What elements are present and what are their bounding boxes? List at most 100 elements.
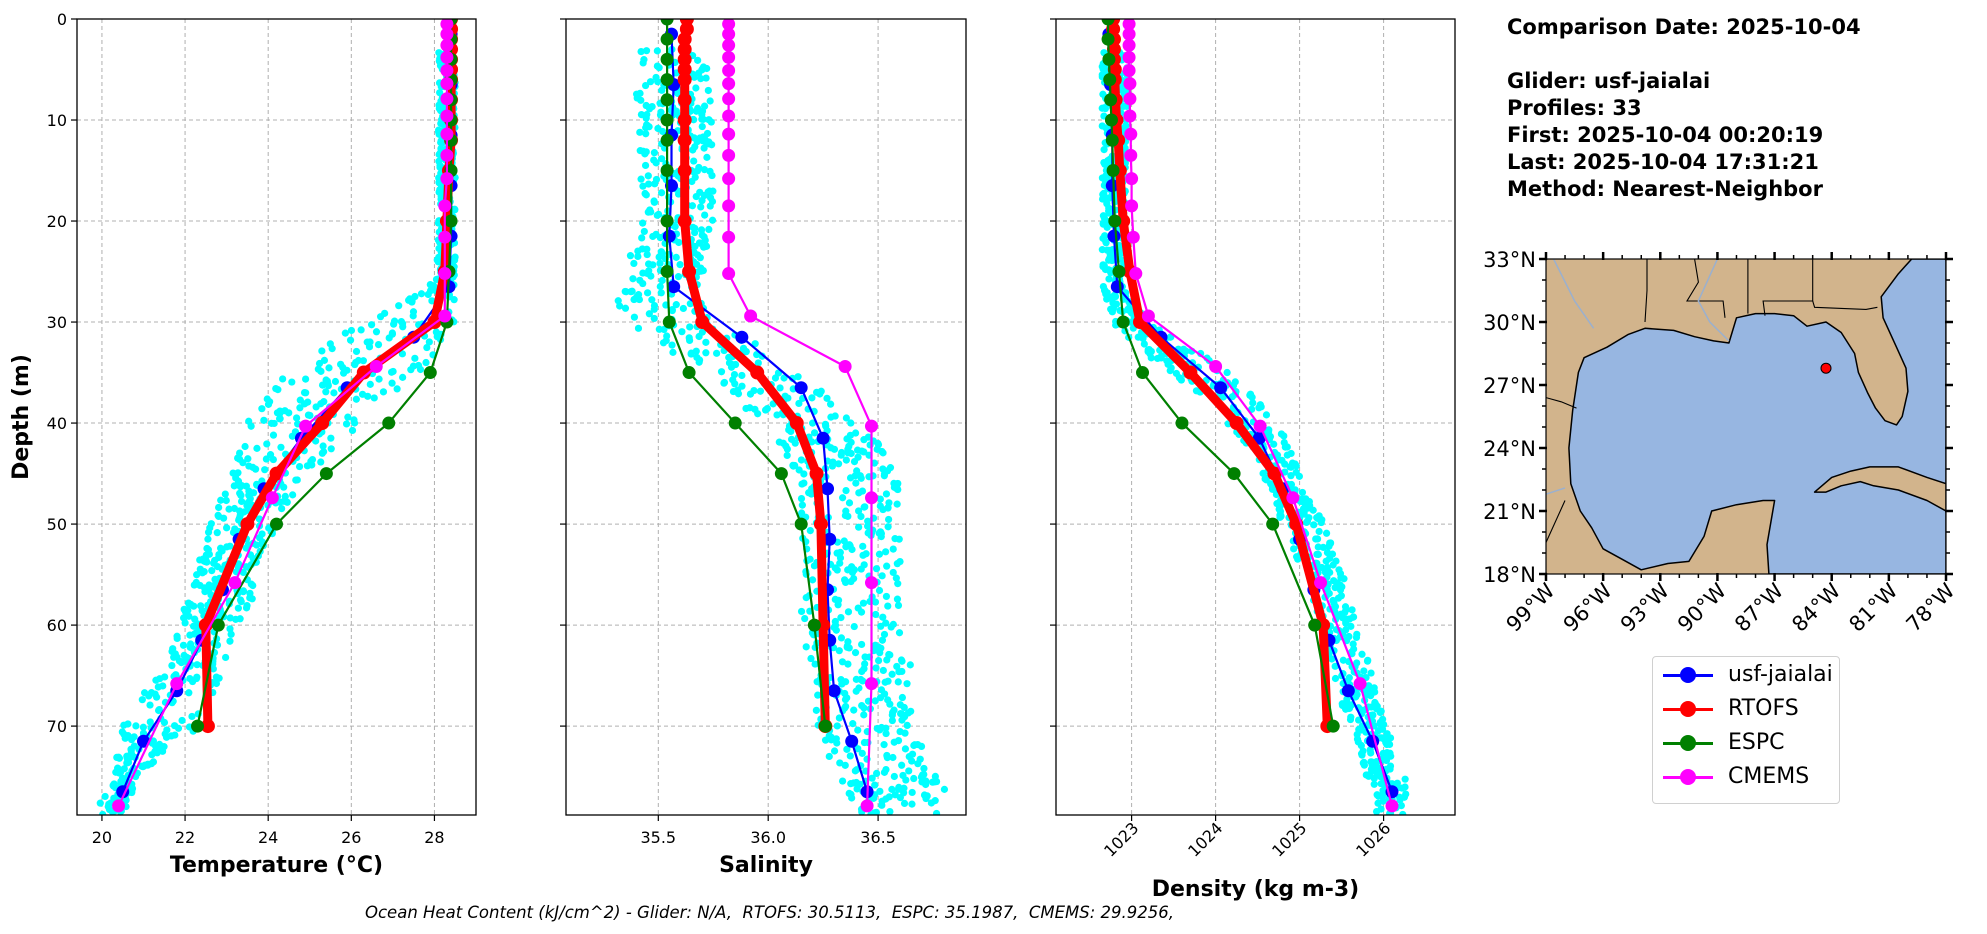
scatter-point bbox=[1246, 390, 1255, 398]
scatter-point bbox=[331, 377, 340, 386]
scatter-point bbox=[908, 788, 916, 797]
scatter-point bbox=[202, 556, 210, 564]
scatter-point bbox=[847, 449, 855, 458]
map-lat-label: 27°N bbox=[1483, 374, 1536, 398]
scatter-point bbox=[811, 660, 819, 668]
y-tick-label: 10 bbox=[47, 111, 67, 130]
scatter-point bbox=[692, 84, 700, 92]
scatter-point bbox=[889, 568, 897, 577]
data-point bbox=[864, 677, 878, 691]
scatter-point bbox=[1147, 347, 1155, 356]
scatter-point bbox=[791, 439, 799, 447]
scatter-point bbox=[881, 678, 889, 686]
scatter-point bbox=[1101, 232, 1109, 240]
scatter-point bbox=[1372, 808, 1381, 815]
scatter-point bbox=[227, 630, 235, 638]
scatter-point bbox=[367, 321, 376, 329]
scatter-point bbox=[636, 276, 644, 284]
scatter-point bbox=[893, 500, 901, 508]
scatter-point bbox=[729, 387, 738, 396]
scatter-point bbox=[99, 810, 107, 815]
scatter-point bbox=[841, 761, 849, 769]
scatter-point bbox=[437, 144, 445, 153]
scatter-point bbox=[814, 691, 822, 699]
scatter-point bbox=[327, 434, 335, 442]
data-point bbox=[440, 38, 454, 52]
scatter-point bbox=[858, 749, 866, 757]
scatter-point bbox=[707, 118, 715, 126]
scatter-point bbox=[306, 411, 314, 420]
data-point bbox=[1267, 466, 1282, 481]
scatter-point bbox=[808, 576, 817, 584]
series-espc bbox=[1101, 19, 1340, 733]
scatter-point bbox=[843, 745, 851, 753]
scatter-point bbox=[1339, 656, 1347, 664]
scatter-point bbox=[630, 259, 638, 268]
gulf-of-mexico-water bbox=[1568, 259, 1946, 574]
scatter-point bbox=[209, 665, 217, 673]
scatter-point bbox=[1166, 366, 1174, 375]
scatter-point bbox=[237, 491, 245, 499]
scatter-point bbox=[658, 249, 667, 258]
scatter-point bbox=[694, 56, 702, 64]
scatter-point bbox=[705, 225, 713, 233]
scatter-point bbox=[797, 607, 806, 616]
scatter-point bbox=[780, 374, 788, 382]
scatter-point bbox=[1104, 266, 1113, 274]
scatter-point bbox=[1402, 790, 1410, 798]
scatter-point bbox=[234, 604, 242, 612]
scatter-point bbox=[650, 314, 658, 323]
scatter-point bbox=[1319, 543, 1327, 551]
scatter-point bbox=[854, 745, 862, 753]
scatter-point bbox=[871, 781, 879, 789]
data-point bbox=[319, 467, 333, 481]
scatter-point bbox=[1374, 792, 1383, 800]
scatter-point bbox=[1313, 535, 1322, 543]
scatter-point bbox=[1223, 368, 1231, 377]
scatter-point bbox=[704, 86, 712, 95]
scatter-point bbox=[1376, 718, 1384, 727]
scatter-point bbox=[807, 654, 815, 663]
scatter-point bbox=[658, 276, 666, 285]
data-point bbox=[440, 172, 454, 186]
scatter-point bbox=[1103, 292, 1111, 300]
data-point bbox=[722, 199, 736, 213]
data-point bbox=[440, 127, 454, 141]
x-axis-label: Temperature (°C) bbox=[170, 853, 383, 878]
data-point bbox=[240, 517, 255, 532]
data-point bbox=[1107, 229, 1121, 243]
scatter-point bbox=[859, 551, 867, 559]
scatter-point bbox=[880, 741, 888, 749]
scatter-point bbox=[411, 292, 419, 301]
scatter-point bbox=[1266, 432, 1275, 441]
scatter-point bbox=[1277, 511, 1285, 519]
scatter-point bbox=[272, 384, 280, 393]
scatter-point bbox=[891, 791, 899, 799]
scatter-point bbox=[450, 206, 458, 214]
scatter-point bbox=[263, 440, 271, 448]
scatter-point bbox=[347, 326, 356, 335]
scatter-point bbox=[249, 581, 257, 590]
data-point bbox=[1136, 366, 1150, 380]
scatter-point bbox=[646, 78, 655, 86]
scatter-point bbox=[846, 752, 854, 760]
data-point bbox=[864, 419, 878, 433]
scatter-point bbox=[633, 293, 641, 301]
scatter-point bbox=[886, 807, 894, 815]
scatter-point bbox=[841, 695, 850, 704]
scatter-point bbox=[800, 470, 808, 478]
data-point bbox=[1385, 799, 1399, 813]
scatter-point bbox=[242, 544, 250, 552]
scatter-point bbox=[207, 520, 215, 528]
scatter-point bbox=[1383, 740, 1391, 749]
scatter-point bbox=[614, 297, 622, 305]
scatter-point bbox=[198, 569, 207, 577]
scatter-point bbox=[882, 548, 890, 556]
scatter-point bbox=[636, 128, 644, 136]
scatter-point bbox=[212, 679, 221, 688]
scatter-point bbox=[872, 664, 880, 672]
data-point bbox=[677, 133, 692, 148]
data-point bbox=[677, 52, 692, 67]
scatter-point bbox=[690, 73, 698, 81]
location-map: 33°N 30°N 27°N 24°N 21°N 18°N99°W 96°W 93°W 90°W… bbox=[1483, 248, 1960, 637]
